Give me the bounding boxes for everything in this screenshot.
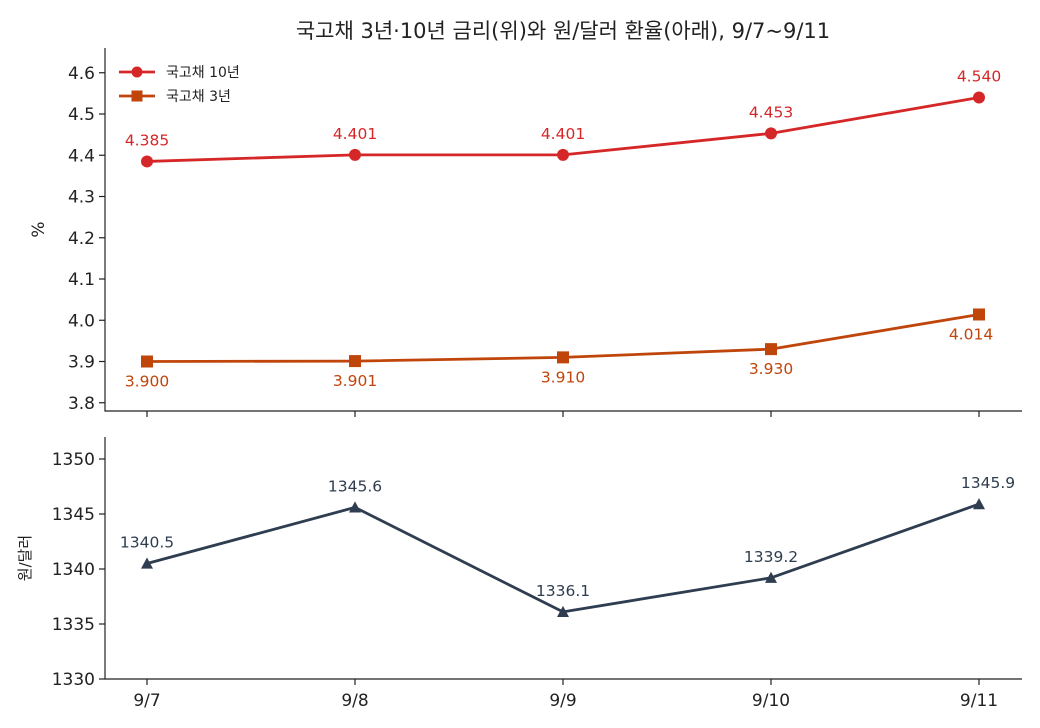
data-label: 4.540 — [957, 68, 1001, 86]
data-point — [765, 571, 777, 583]
axis-lines — [104, 437, 1022, 680]
y-tick-label: 1345 — [52, 505, 95, 525]
chart-title: 국고채 3년·10년 금리(위)와 원/달러 환율(아래), 9/7~9/11 — [296, 19, 830, 43]
data-label: 1336.1 — [536, 582, 590, 600]
rates-panel: 3.8 3.9 4.0 4.1 4.2 4.3 4.4 4.5 4.6% 4.385 4.401 4.… — [29, 48, 1022, 417]
data-label: 3.900 — [125, 373, 169, 391]
data-label: 1340.5 — [120, 534, 174, 552]
data-point — [765, 343, 777, 356]
y-axis-label: % — [29, 221, 49, 237]
data-point — [557, 148, 569, 161]
y-tick-label: 3.8 — [68, 394, 95, 414]
data-point — [141, 155, 153, 168]
y-tick-label: 1330 — [52, 670, 95, 690]
data-label: 4.453 — [749, 103, 793, 121]
fx-panel: 1330 1335 1340 1345 1350 원/달러 9/7 9/8 9/9 9/10 9/1… — [16, 437, 1022, 711]
data-point — [973, 308, 985, 321]
x-tick-label: 9/7 — [133, 691, 160, 711]
data-point — [973, 498, 985, 510]
data-label: 4.385 — [125, 131, 169, 149]
data-label: 3.910 — [541, 368, 585, 386]
data-label: 4.401 — [333, 125, 377, 143]
x-tick-label: 9/8 — [341, 691, 368, 711]
y-tick-label: 1335 — [52, 615, 95, 635]
data-label: 4.401 — [541, 125, 585, 143]
y-tick-label: 1340 — [52, 560, 95, 580]
y-tick-label: 4.6 — [68, 64, 95, 84]
data-point — [557, 351, 569, 364]
data-point — [557, 605, 569, 617]
y-tick-label: 4.1 — [68, 270, 95, 290]
y-tick-label: 4.5 — [68, 105, 95, 125]
data-point — [141, 557, 153, 569]
y-tick-label: 4.2 — [68, 229, 95, 249]
data-label: 1345.6 — [328, 477, 382, 495]
data-label: 1339.2 — [744, 548, 798, 566]
y-tick-label: 4.3 — [68, 188, 95, 208]
data-point — [765, 127, 777, 140]
data-point — [141, 355, 153, 368]
data-label: 1345.9 — [961, 474, 1015, 492]
x-tick-label: 9/9 — [549, 691, 576, 711]
data-point — [973, 91, 985, 104]
data-point — [349, 501, 361, 513]
data-label: 3.901 — [333, 372, 377, 390]
y-tick-label: 3.9 — [68, 353, 95, 373]
y-tick-label: 1350 — [52, 450, 95, 470]
axis-lines — [104, 48, 1022, 412]
legend-entry: 국고채 10년 — [166, 65, 240, 81]
data-point — [349, 148, 361, 161]
legend-marker — [131, 66, 143, 78]
y-axis-label: 원/달러 — [16, 535, 34, 581]
legend-marker — [131, 90, 143, 102]
x-tick-label: 9/10 — [752, 691, 790, 711]
data-point — [349, 355, 361, 368]
legend-entry: 국고채 3년 — [166, 89, 231, 105]
y-tick-label: 4.4 — [68, 146, 95, 166]
data-label: 3.930 — [749, 360, 793, 378]
y-tick-label: 4.0 — [68, 311, 95, 331]
x-tick-label: 9/11 — [960, 691, 998, 711]
data-label: 4.014 — [949, 325, 993, 343]
